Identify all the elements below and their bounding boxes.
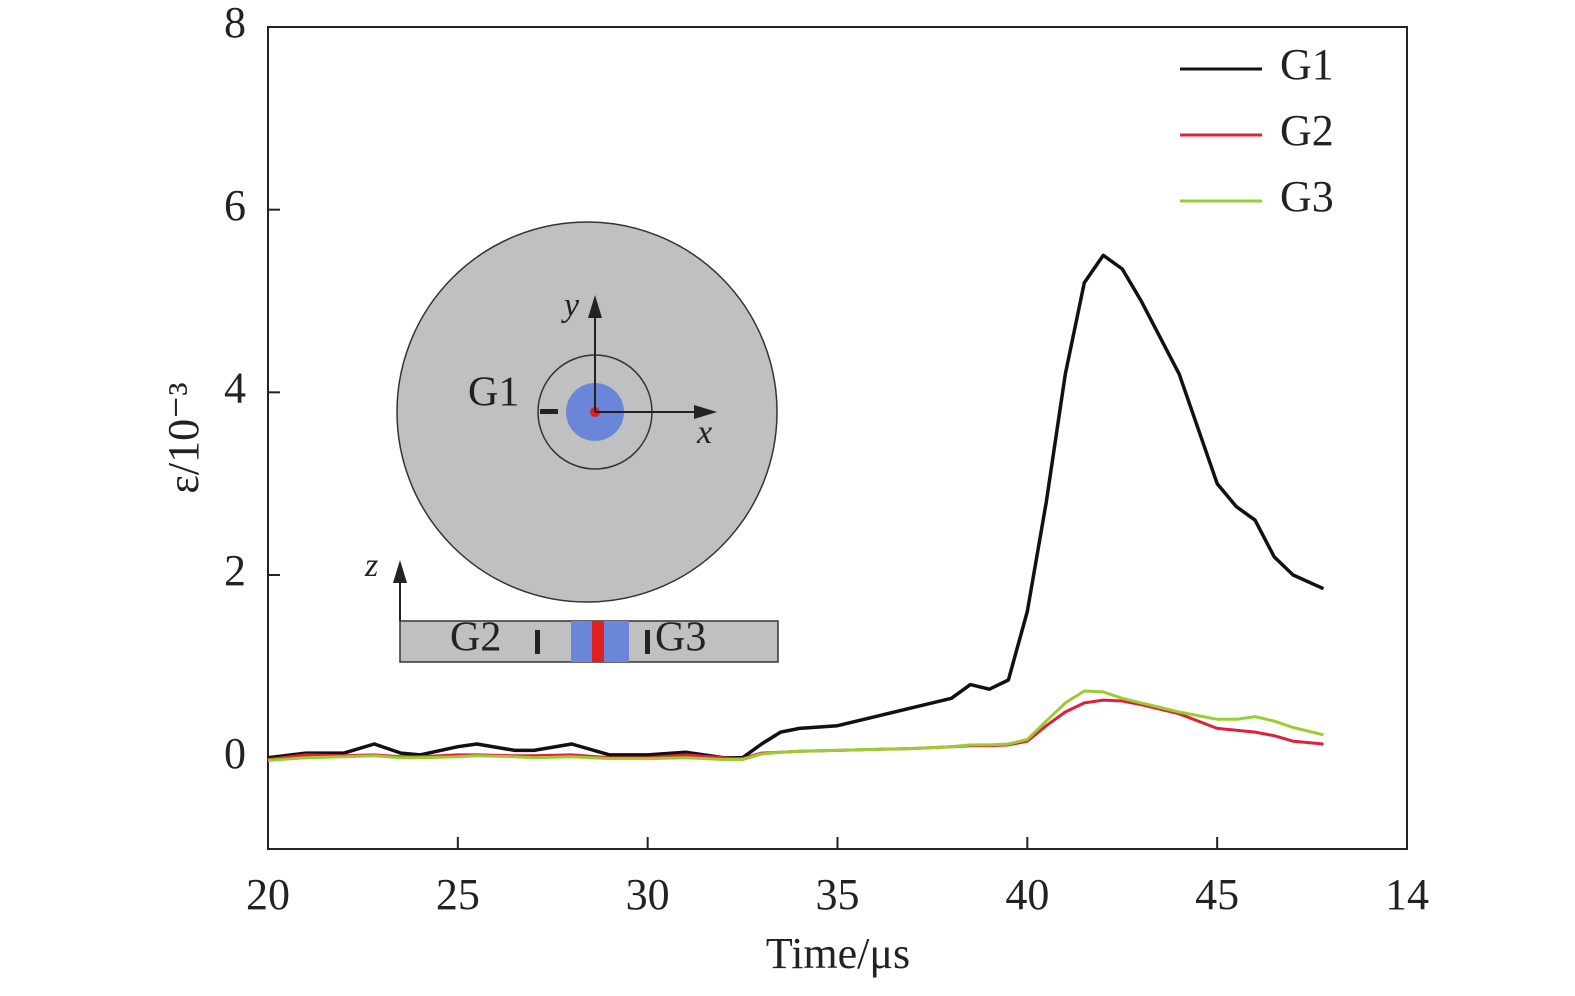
y-tick-label: 2	[224, 546, 246, 595]
y-tick-label: 8	[224, 0, 246, 47]
series-line	[267, 253, 1325, 760]
inset-center-side	[592, 621, 604, 662]
x-tick-label: 20	[246, 870, 290, 919]
gauge-mark	[645, 630, 650, 654]
y-tick-label: 0	[224, 729, 246, 778]
legend-label: G1	[1280, 40, 1334, 89]
x-tick-label: 45	[1195, 870, 1239, 919]
legend-label: G2	[1280, 106, 1334, 155]
x-tick-label: 14	[1385, 870, 1429, 919]
annotation: G3	[655, 615, 706, 661]
y-tick-label: 6	[224, 181, 246, 230]
x-tick-label: 40	[1005, 870, 1049, 919]
y-axis-label: ε/10⁻³	[159, 382, 208, 493]
gauge-mark	[535, 630, 540, 654]
x-tick-label: 25	[436, 870, 480, 919]
x-tick-label: 35	[816, 870, 860, 919]
annotation: G1	[468, 370, 519, 416]
annotation: x	[696, 414, 712, 451]
annotation: y	[561, 287, 580, 324]
x-axis-label: Time/μs	[766, 929, 910, 978]
annotation: G2	[450, 615, 501, 661]
inset: G1 G2 G3 x y z	[364, 221, 779, 663]
y-tick-label: 4	[224, 363, 246, 412]
arrow-head	[588, 295, 602, 318]
arrow-head	[694, 405, 717, 419]
series-line	[267, 689, 1324, 762]
legend-label: G3	[1280, 172, 1334, 221]
annotation: z	[364, 547, 378, 584]
x-tick-label: 30	[626, 870, 670, 919]
arrow-head	[393, 560, 407, 583]
gauge-mark	[540, 409, 558, 414]
